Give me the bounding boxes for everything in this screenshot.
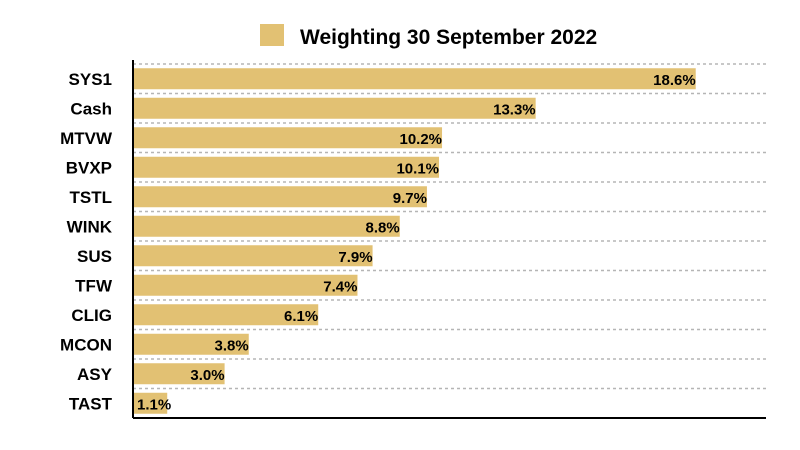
bar: [134, 97, 536, 119]
category-label: Cash: [70, 99, 112, 118]
bar: [134, 363, 225, 385]
category-label: MCON: [60, 335, 112, 354]
bar: [134, 156, 440, 178]
category-label: SYS1: [69, 70, 112, 89]
bar: [134, 68, 696, 90]
category-label: CLIG: [71, 306, 112, 325]
value-label: 6.1%: [284, 308, 318, 325]
bar: [134, 127, 443, 149]
value-label: 10.1%: [396, 160, 439, 177]
bar: [134, 333, 249, 355]
legend-label: Weighting 30 September 2022: [300, 26, 597, 49]
bar: [134, 274, 358, 296]
category-label: MTVW: [60, 129, 113, 148]
bar: [134, 186, 427, 208]
category-label: TSTL: [70, 188, 113, 207]
value-label: 9.7%: [393, 190, 427, 207]
value-labels: 18.6% 13.3% 10.2% 10.1% 9.7% 8.8% 7.9% 7.4% 6.1%…: [137, 72, 696, 414]
value-label: 13.3%: [493, 101, 536, 118]
value-label: 7.9%: [338, 249, 372, 266]
category-label: TAST: [69, 394, 113, 413]
value-label: 3.0%: [190, 367, 224, 384]
category-label: TFW: [75, 276, 113, 295]
legend: Weighting 30 September 2022: [260, 24, 597, 49]
category-label: BVXP: [66, 158, 112, 177]
value-label: 8.8%: [366, 219, 400, 236]
category-label: ASY: [77, 365, 113, 384]
category-labels: SYS1 Cash MTVW BVXP TSTL WINK SUS TFW CLIG MCON AS…: [60, 70, 113, 414]
category-label: WINK: [67, 217, 113, 236]
value-label: 10.2%: [399, 131, 442, 148]
bars: [134, 68, 696, 414]
axes: [132, 60, 766, 419]
value-label: 18.6%: [653, 72, 696, 89]
value-label: 7.4%: [323, 278, 357, 295]
bar: [134, 245, 373, 267]
bar: [134, 215, 400, 237]
bar: [134, 304, 319, 326]
value-label: 3.8%: [215, 337, 249, 354]
legend-swatch: [260, 24, 284, 46]
bar: [134, 392, 168, 414]
category-label: SUS: [77, 247, 112, 266]
value-label: 1.1%: [137, 396, 171, 413]
